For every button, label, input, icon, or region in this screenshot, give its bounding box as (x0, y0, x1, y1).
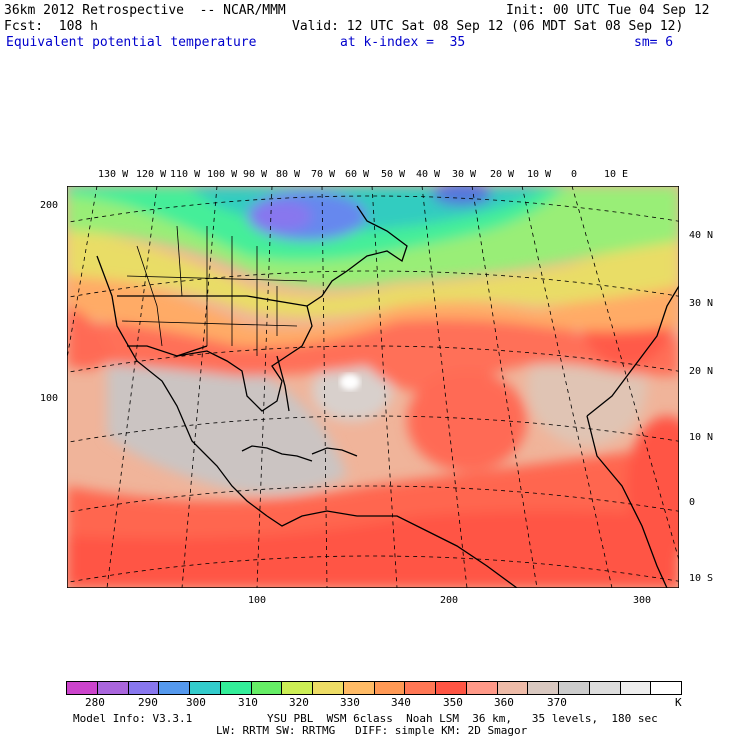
longitude-label: 0 (571, 169, 578, 180)
longitude-label: 120 W (136, 169, 167, 180)
colorbar-swatch (97, 682, 129, 694)
colorbar-unit: K (675, 696, 682, 709)
colorbar-swatch (313, 682, 344, 694)
colorbar-swatch (128, 682, 160, 694)
valid-time: Valid: 12 UTC Sat 08 Sep 12 (06 MDT Sat … (292, 19, 684, 34)
colorbar-label: 290 (138, 696, 158, 709)
colorbar-label: 330 (340, 696, 360, 709)
model-title: 36km 2012 Retrospective -- NCAR/MMM (4, 3, 286, 18)
colorbar-swatch (251, 682, 283, 694)
colorbar-swatch (466, 682, 498, 694)
colorbar-label: 300 (186, 696, 206, 709)
colorbar-swatch (282, 682, 313, 694)
longitude-label: 40 W (416, 169, 441, 180)
level-info: at k-index = 35 (340, 35, 466, 50)
graticule (67, 186, 679, 588)
colorbar-swatch (589, 682, 621, 694)
model-info: Model Info: V3.3.1 (73, 712, 193, 725)
grid-label-bottom-200: 200 (440, 595, 459, 606)
longitude-label: 30 W (452, 169, 477, 180)
colorbar-swatch (651, 682, 681, 694)
grid-label-bottom-100: 100 (248, 595, 267, 606)
hurricane-eye (340, 374, 360, 390)
colorbar-swatch (374, 682, 406, 694)
grid-label-left-100: 100 (40, 393, 59, 404)
longitude-label: 70 W (311, 169, 336, 180)
colorbar-swatch (343, 682, 375, 694)
colorbar-label: 320 (289, 696, 309, 709)
colorbar-swatch (559, 682, 590, 694)
colorbar (66, 681, 682, 695)
colorbar-label: 280 (85, 696, 105, 709)
longitude-label: 130 W (98, 169, 129, 180)
latitude-label: 40 N (689, 230, 714, 241)
grid-label-bottom-300: 300 (633, 595, 652, 606)
colorbar-swatch (405, 682, 436, 694)
longitude-label: 110 W (170, 169, 201, 180)
colorbar-swatch (220, 682, 252, 694)
longitude-label: 80 W (276, 169, 301, 180)
physics-info-2: LW: RRTM SW: RRTMG DIFF: simple KM: 2D S… (216, 724, 528, 737)
colorbar-swatch (436, 682, 467, 694)
longitude-label: 90 W (243, 169, 268, 180)
grid-label-left-200: 200 (40, 200, 59, 211)
longitude-label: 50 W (381, 169, 406, 180)
theta-e-map (67, 186, 679, 588)
latitude-label: 0 (689, 497, 696, 508)
colorbar-label: 370 (547, 696, 567, 709)
latitude-label: 10 N (689, 432, 714, 443)
state-borders (121, 225, 308, 356)
longitude-label: 100 W (207, 169, 238, 180)
longitude-label: 60 W (345, 169, 370, 180)
colorbar-swatch (620, 682, 652, 694)
init-time: Init: 00 UTC Tue 04 Sep 12 (506, 3, 710, 18)
latitude-label: 30 N (689, 298, 714, 309)
coastlines (96, 205, 679, 588)
theta-e-field (67, 186, 679, 588)
forecast-hour: Fcst: 108 h (4, 19, 98, 34)
colorbar-label: 310 (238, 696, 258, 709)
colorbar-label: 350 (443, 696, 463, 709)
field-name: Equivalent potential temperature (6, 35, 257, 50)
colorbar-swatch (67, 682, 98, 694)
colorbar-label: 360 (494, 696, 514, 709)
colorbar-swatch (159, 682, 190, 694)
longitude-label: 20 W (490, 169, 515, 180)
latitude-label: 20 N (689, 366, 714, 377)
latitude-label: 10 S (689, 573, 714, 584)
smoothing-info: sm= 6 (634, 35, 674, 50)
longitude-label: 10 W (527, 169, 552, 180)
physics-info: YSU PBL WSM 6class Noah LSM 36 km, 35 le… (267, 712, 658, 725)
colorbar-swatch (497, 682, 529, 694)
colorbar-swatch (190, 682, 221, 694)
colorbar-label: 340 (391, 696, 411, 709)
longitude-label: 10 E (604, 169, 629, 180)
colorbar-swatch (528, 682, 559, 694)
